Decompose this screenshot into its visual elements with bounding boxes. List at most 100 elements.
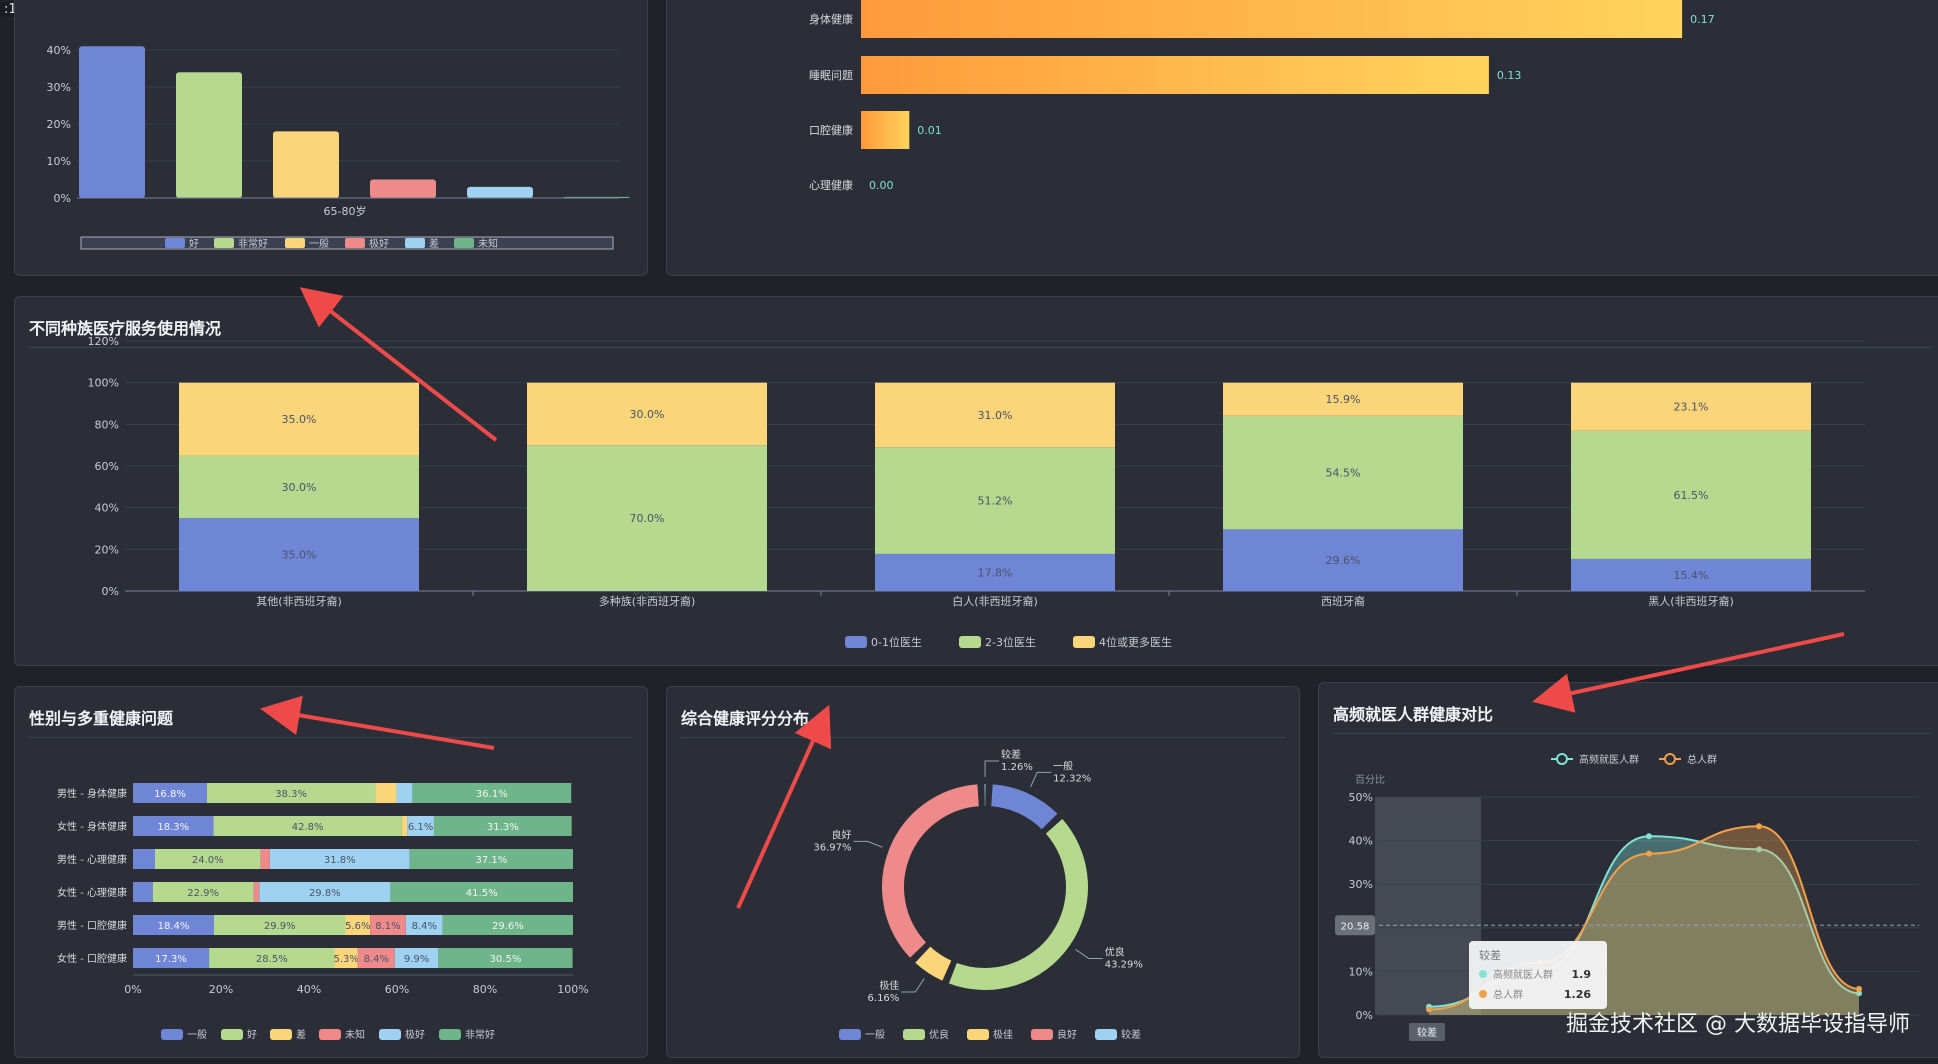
legend-label: 极佳: [993, 1028, 1013, 1041]
data-point: [1756, 846, 1762, 853]
stacked-bar-segment: [409, 849, 573, 869]
y-tick-label: 60%: [95, 460, 119, 473]
y-tick-label: 50%: [1349, 791, 1373, 804]
segment-label: 5.6%: [345, 921, 370, 932]
segment-label: 70.0%: [630, 512, 665, 525]
data-point: [1756, 823, 1762, 830]
segment-label: 35.0%: [282, 413, 317, 426]
y-tick-label: 80%: [95, 418, 119, 431]
bar: [273, 131, 339, 198]
segment-label: 31.3%: [487, 822, 519, 833]
x-category-label: 白人(非西班牙裔): [952, 594, 1038, 608]
stacked-bar-segment: [209, 948, 335, 968]
stacked-bar-segment: [133, 882, 153, 902]
hover-band: [1375, 797, 1481, 1015]
segment-label: 17.8%: [978, 566, 1013, 579]
y-tick-label: 20%: [47, 118, 71, 131]
x-category-label: 65-80岁: [324, 204, 367, 218]
segment-label: 23.1%: [1674, 401, 1709, 414]
legend-label: 总人群: [1687, 753, 1717, 766]
title-divider: [1333, 733, 1931, 734]
segment-label: 29.6%: [1326, 554, 1361, 567]
stacked-bar-segment: [442, 915, 573, 935]
legend-swatch: [270, 1029, 292, 1040]
tooltip-box: [1469, 941, 1607, 1009]
segment-label: 28.5%: [256, 954, 288, 965]
stacked-bar-segment: [334, 948, 358, 968]
x-category-label: 西班牙裔: [1321, 594, 1365, 608]
y-tick-label: 30%: [47, 81, 71, 94]
data-point: [1856, 990, 1862, 997]
stacked-bar-segment: [433, 816, 572, 836]
panel-title: 高频就医人群健康对比: [1333, 705, 1494, 724]
segment-label: 9.9%: [404, 954, 429, 965]
data-point: [1856, 985, 1862, 992]
segment-label: 8.4%: [364, 954, 389, 965]
legend-label: 非常好: [238, 237, 268, 250]
segment-label: 61.5%: [1674, 489, 1709, 502]
stacked-bar-segment: [438, 948, 573, 968]
legend-label: 一般: [865, 1028, 885, 1041]
label-leader: [901, 978, 925, 993]
legend-swatch: [959, 636, 981, 648]
stacked-bar-segment: [875, 447, 1115, 554]
panel-title: 性别与多重健康问题: [29, 709, 174, 728]
bar-value-label: 0.00: [869, 179, 894, 192]
segment-label: 8.1%: [375, 921, 400, 932]
category-label: 男性 - 口腔健康: [57, 919, 127, 932]
segment-label: 16.8%: [154, 789, 186, 800]
stacked-bar-segment: [1571, 558, 1811, 591]
legend-marker: [1664, 753, 1676, 765]
legend-swatch: [1073, 636, 1095, 648]
legend-label: 2-3位医生: [985, 635, 1036, 649]
donut-slice: [912, 943, 954, 984]
legend-label: 好: [189, 238, 199, 250]
segment-label: 30.5%: [490, 954, 522, 965]
legend-label: 高频就医人群: [1579, 753, 1639, 766]
stacked-bar-segment: [213, 915, 346, 935]
y-tick-label: 0%: [1356, 1009, 1373, 1022]
category-label: 身体健康: [809, 12, 853, 26]
segment-label: 22.9%: [187, 888, 219, 899]
legend-label: 未知: [478, 237, 498, 250]
legend-swatch: [439, 1029, 461, 1040]
category-label: 睡眠问题: [809, 69, 853, 82]
stacked-bar-segment: [133, 915, 214, 935]
category-label: 女性 - 心理健康: [57, 886, 127, 899]
segment-label: 51.2%: [978, 495, 1013, 508]
donut-slice: [946, 816, 1090, 992]
legend-label: 良好: [1057, 1028, 1077, 1041]
tooltip-marker: [1479, 990, 1487, 998]
stacked-bar-segment: [527, 445, 767, 591]
stacked-bar-segment: [253, 882, 260, 902]
stacked-bar-segment: [412, 783, 572, 803]
freq-panel: 高频就医人群健康对比 百分比0%10%20%30%40%50%20.58较差较差…: [1318, 682, 1938, 1058]
segment-label: 35.0%: [282, 549, 317, 562]
gender-stacked-chart: 男性 - 身体健康 16.8% 38.3% 36.1% 女性 - 身体健康 18.3% 42…: [57, 783, 589, 1041]
watermark: 掘金技术社区 @ 大数据毕设指导师: [1566, 1012, 1910, 1037]
segment-label: 31.8%: [324, 855, 356, 866]
legend-swatch: [845, 636, 867, 648]
segment-label: 24.0%: [192, 855, 224, 866]
category-label: 女性 - 身体健康: [57, 820, 127, 833]
legend-swatch: [161, 1029, 183, 1040]
x-tick-label: 60%: [385, 983, 409, 996]
label-leader: [853, 840, 883, 848]
segment-label: 17.3%: [155, 954, 187, 965]
y-tick-label: 10%: [47, 155, 71, 168]
slice-value-label: 36.97%: [813, 842, 851, 853]
stacked-bar-segment: [875, 382, 1115, 448]
segment-label: 29.8%: [309, 888, 341, 899]
segment-label: 15.9%: [1326, 393, 1361, 406]
y-tick-label: 40%: [95, 502, 119, 515]
slice-name-label: 优良: [1105, 945, 1125, 958]
segment-label: 54.5%: [1326, 467, 1361, 480]
stacked-bar-segment: [133, 816, 214, 836]
legend-label: 差: [296, 1028, 306, 1041]
stacked-bar-segment: [375, 783, 397, 803]
y-tick-label: 40%: [1349, 835, 1373, 848]
x-category-label: 多种族(非西班牙裔): [599, 594, 696, 608]
legend-swatch: [405, 238, 425, 248]
legend-swatch: [214, 238, 234, 248]
stacked-bar-segment: [1571, 430, 1811, 559]
